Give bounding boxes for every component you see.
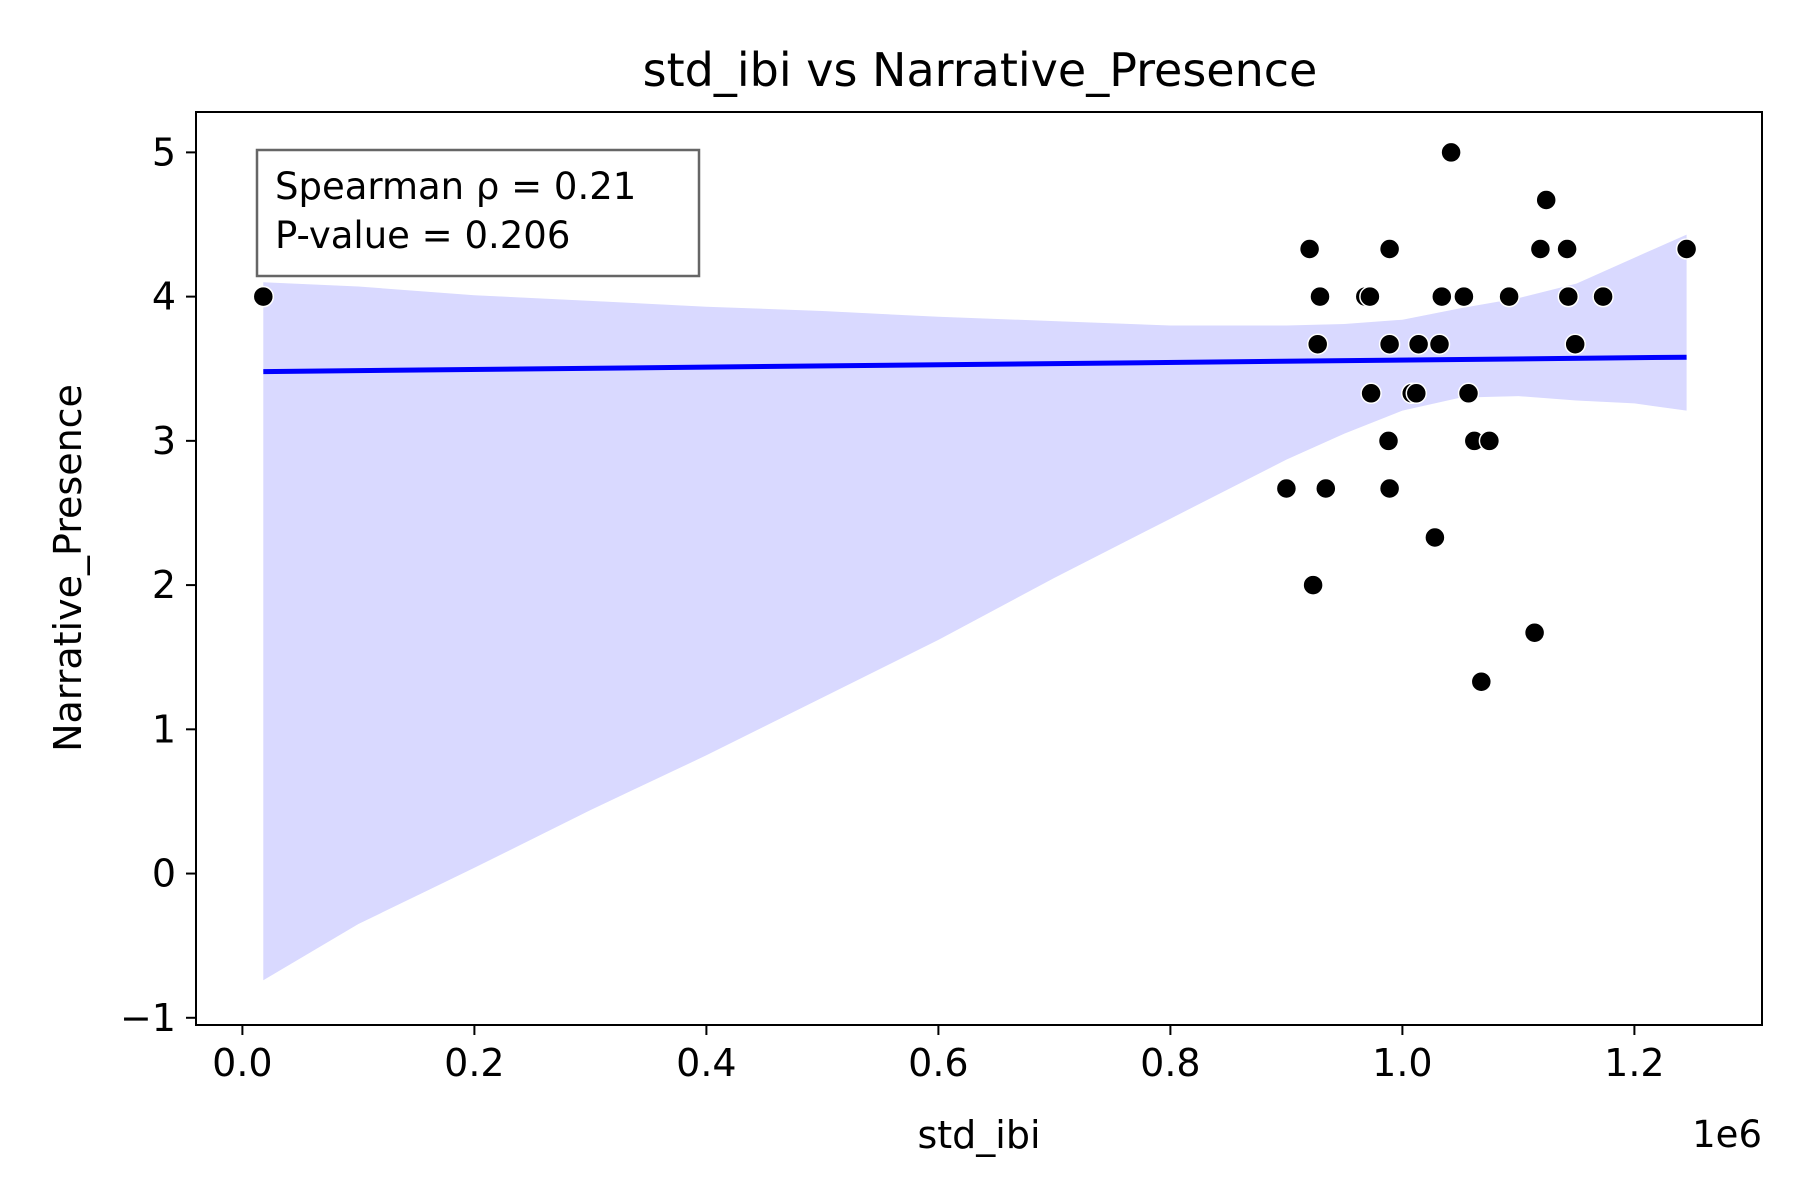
data-point-2 [1298, 238, 1321, 260]
data-point-13 [1378, 477, 1401, 500]
data-point-19 [1431, 285, 1453, 308]
data-point-22 [1457, 382, 1480, 405]
y-tick-label: 1 [152, 707, 176, 751]
data-point-16 [1407, 333, 1430, 355]
data-point-0 [252, 285, 275, 308]
data-point-30 [1556, 238, 1578, 260]
x-tick-label: 0.6 [908, 1041, 968, 1085]
y-axis-ticks: −1 0 1 2 3 4 5 [120, 130, 196, 1040]
x-offset-label: 1e6 [1692, 1113, 1762, 1156]
data-point-15 [1405, 382, 1428, 405]
data-point-5 [1309, 285, 1331, 308]
chart-title: std_ibi vs Narrative_Presence [643, 43, 1318, 97]
data-points [252, 141, 1698, 693]
data-point-34 [1675, 238, 1698, 260]
y-tick-label: 2 [152, 563, 176, 607]
x-tick-label: 0.2 [444, 1041, 504, 1085]
data-point-1 [1275, 477, 1298, 500]
spearman-text: Spearman ρ = 0.21 [275, 165, 636, 208]
data-point-9 [1360, 382, 1382, 405]
x-axis-ticks: 0.0 0.2 0.4 0.6 0.8 1.0 1.2 [212, 1025, 1665, 1085]
data-point-27 [1523, 621, 1546, 644]
stat-box-border [255, 148, 701, 278]
stat-annotation: Spearman ρ = 0.21 P-value = 0.206 [255, 148, 701, 278]
confidence-band [263, 234, 1687, 981]
y-tick-label: 0 [152, 852, 176, 896]
y-tick-label: 3 [152, 419, 176, 463]
y-axis-label: Narrative_Presence [46, 384, 90, 752]
data-point-6 [1315, 477, 1337, 500]
data-point-3 [1302, 574, 1324, 596]
data-point-24 [1470, 670, 1493, 693]
data-point-25 [1478, 430, 1501, 452]
data-point-32 [1564, 333, 1586, 355]
data-point-8 [1359, 285, 1381, 308]
data-point-33 [1592, 285, 1614, 308]
x-axis-label: std_ibi [917, 1113, 1040, 1157]
data-point-31 [1557, 285, 1580, 308]
y-tick-label: 4 [152, 275, 176, 319]
x-tick-label: 0.8 [1140, 1041, 1200, 1085]
x-tick-label: 1.0 [1372, 1041, 1432, 1085]
data-point-18 [1428, 333, 1451, 355]
x-tick-label: 1.2 [1604, 1041, 1664, 1085]
data-point-10 [1377, 430, 1400, 452]
y-tick-label: −1 [120, 996, 176, 1040]
data-point-21 [1453, 285, 1475, 308]
data-point-20 [1440, 141, 1462, 164]
data-point-29 [1535, 189, 1557, 211]
data-point-11 [1378, 238, 1401, 260]
x-tick-label: 0.4 [676, 1041, 736, 1085]
data-point-12 [1378, 333, 1401, 355]
data-point-28 [1529, 238, 1552, 260]
y-tick-label: 5 [152, 130, 176, 174]
data-point-4 [1306, 333, 1329, 355]
plot-frame [195, 111, 1763, 1026]
regression-line [263, 354, 1687, 375]
x-tick-label: 0.0 [212, 1041, 272, 1085]
p-value-text: P-value = 0.206 [275, 214, 570, 257]
data-point-26 [1498, 285, 1520, 308]
plot-area [252, 141, 1698, 981]
data-point-17 [1424, 526, 1446, 549]
